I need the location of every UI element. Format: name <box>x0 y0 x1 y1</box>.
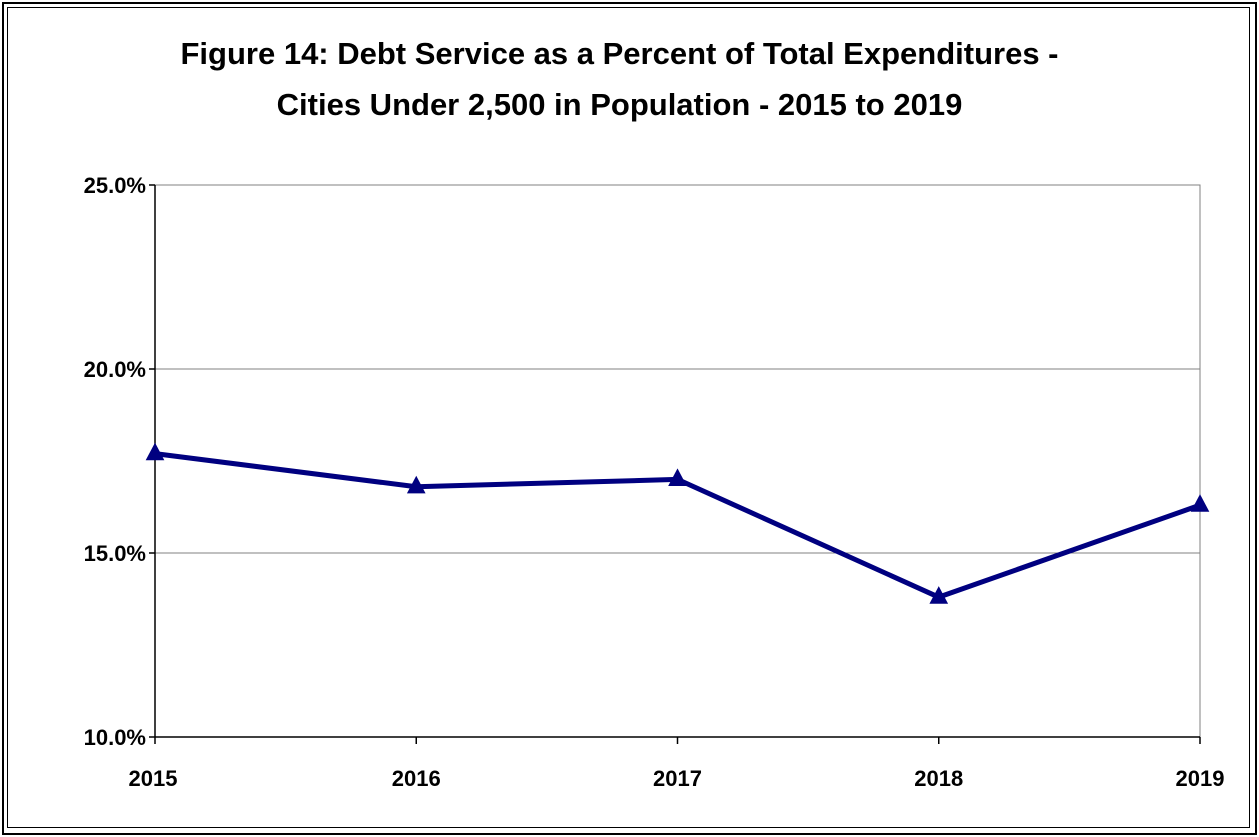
data-point-2018 <box>929 586 949 604</box>
gridlines <box>155 184 1200 554</box>
data-point-2016 <box>406 475 426 494</box>
x-tick-label-1: 2016 <box>392 766 441 791</box>
x-tick-label-3: 2018 <box>914 766 963 791</box>
data-point-2019 <box>1190 494 1210 512</box>
plot-area <box>154 184 1201 738</box>
series-group <box>145 442 1210 604</box>
y-tick-label-3: 25.0% <box>84 173 146 198</box>
y-tick-label-0: 10.0% <box>84 725 146 750</box>
data-point-2017 <box>668 468 687 486</box>
y-tick-label-2: 20.0% <box>84 357 146 382</box>
x-axis-ticks: 2015 2016 2017 2018 2019 <box>129 737 1225 791</box>
chart-title-line-1: Figure 14: Debt Service as a Percent of … <box>180 36 1059 71</box>
chart-title-line-2: Cities Under 2,500 in Population - 2015 … <box>276 87 963 122</box>
chart-inner-border <box>7 7 1250 828</box>
x-tick-label-4: 2019 <box>1176 766 1225 791</box>
y-tick-label-1: 15.0% <box>84 541 146 566</box>
x-tick-label-2: 2017 <box>653 766 702 791</box>
x-tick-label-0: 2015 <box>129 766 178 791</box>
data-point-2015 <box>145 442 165 461</box>
y-axis-ticks: 10.0% 15.0% 20.0% 25.0% <box>84 173 155 750</box>
